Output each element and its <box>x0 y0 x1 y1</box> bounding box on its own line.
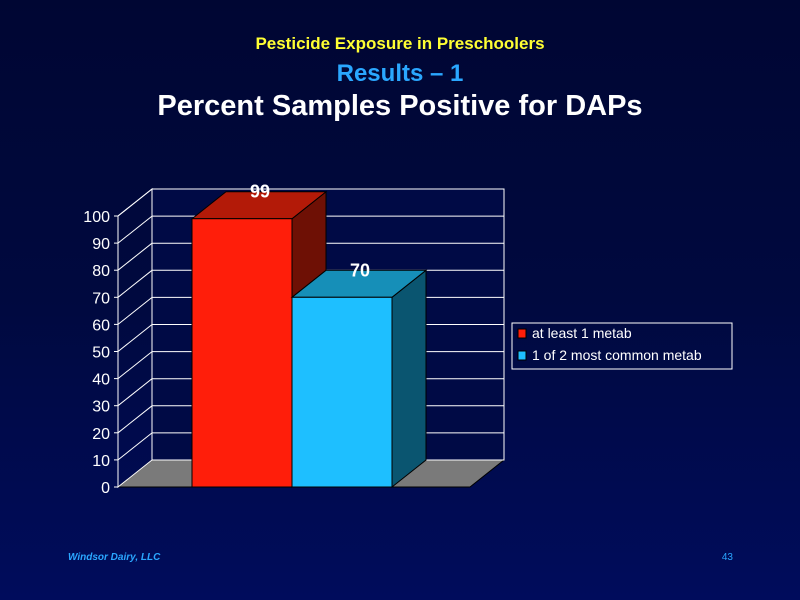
data-labels: 99 70 <box>250 182 370 281</box>
y-tick-label: 10 <box>92 453 110 470</box>
gridline-side <box>117 297 153 325</box>
chart-legend: at least 1 metab 1 of 2 most common metab <box>511 322 733 370</box>
gridline-side <box>117 324 153 352</box>
gridline-side <box>117 432 153 461</box>
slide-section-heading: Results – 1 <box>336 60 464 87</box>
footer-company: Windsor Dairy, LLC <box>68 552 161 563</box>
chart-title: Percent Samples Positive for DAPs <box>157 90 643 122</box>
y-tick-label: 40 <box>92 372 110 389</box>
legend-swatch <box>517 350 527 361</box>
page-number: 43 <box>721 552 733 563</box>
bar-at-least-1-metab <box>191 218 293 488</box>
gridline-side <box>117 242 153 271</box>
slide-subtitle: Pesticide Exposure in Preschoolers <box>255 34 545 53</box>
gridline-side <box>117 351 153 379</box>
y-axis-ticks: 0 10 20 30 40 50 60 70 80 90 100 <box>83 209 118 497</box>
chart-bars <box>190 190 428 489</box>
gridline-side <box>117 188 153 217</box>
bar-1-of-2-most-common-metab-side <box>391 269 427 489</box>
gridline-side <box>117 378 153 407</box>
gridline-side <box>117 405 153 434</box>
y-tick-label: 70 <box>92 290 110 307</box>
y-tick-label: 90 <box>92 236 110 253</box>
data-label: 99 <box>250 182 270 202</box>
data-label: 70 <box>350 260 370 280</box>
y-tick-label: 0 <box>101 480 110 497</box>
legend-label: at least 1 metab <box>532 325 632 341</box>
gridline-side <box>117 215 153 244</box>
y-tick-label: 20 <box>92 426 110 443</box>
y-tick-label: 60 <box>92 317 110 334</box>
y-tick-label: 100 <box>83 209 110 226</box>
legend-label: 1 of 2 most common metab <box>532 347 702 363</box>
y-tick-label: 30 <box>92 399 110 416</box>
legend-swatch <box>517 328 527 339</box>
gridline-side <box>117 269 153 298</box>
y-tick-label: 80 <box>92 263 110 280</box>
y-tick-label: 50 <box>92 345 110 362</box>
bar-1-of-2-most-common-metab <box>291 296 393 488</box>
legend-box <box>511 322 733 370</box>
